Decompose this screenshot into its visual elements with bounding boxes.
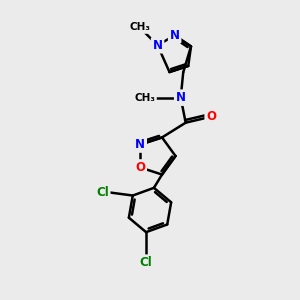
Text: O: O <box>135 161 145 174</box>
Text: N: N <box>169 29 180 42</box>
Text: N: N <box>135 138 145 151</box>
Text: Cl: Cl <box>140 256 152 269</box>
Text: O: O <box>206 110 216 123</box>
Text: N: N <box>153 39 163 52</box>
Text: N: N <box>176 91 186 104</box>
Text: Cl: Cl <box>96 186 109 199</box>
Text: CH₃: CH₃ <box>129 22 150 32</box>
Text: CH₃: CH₃ <box>134 93 155 103</box>
